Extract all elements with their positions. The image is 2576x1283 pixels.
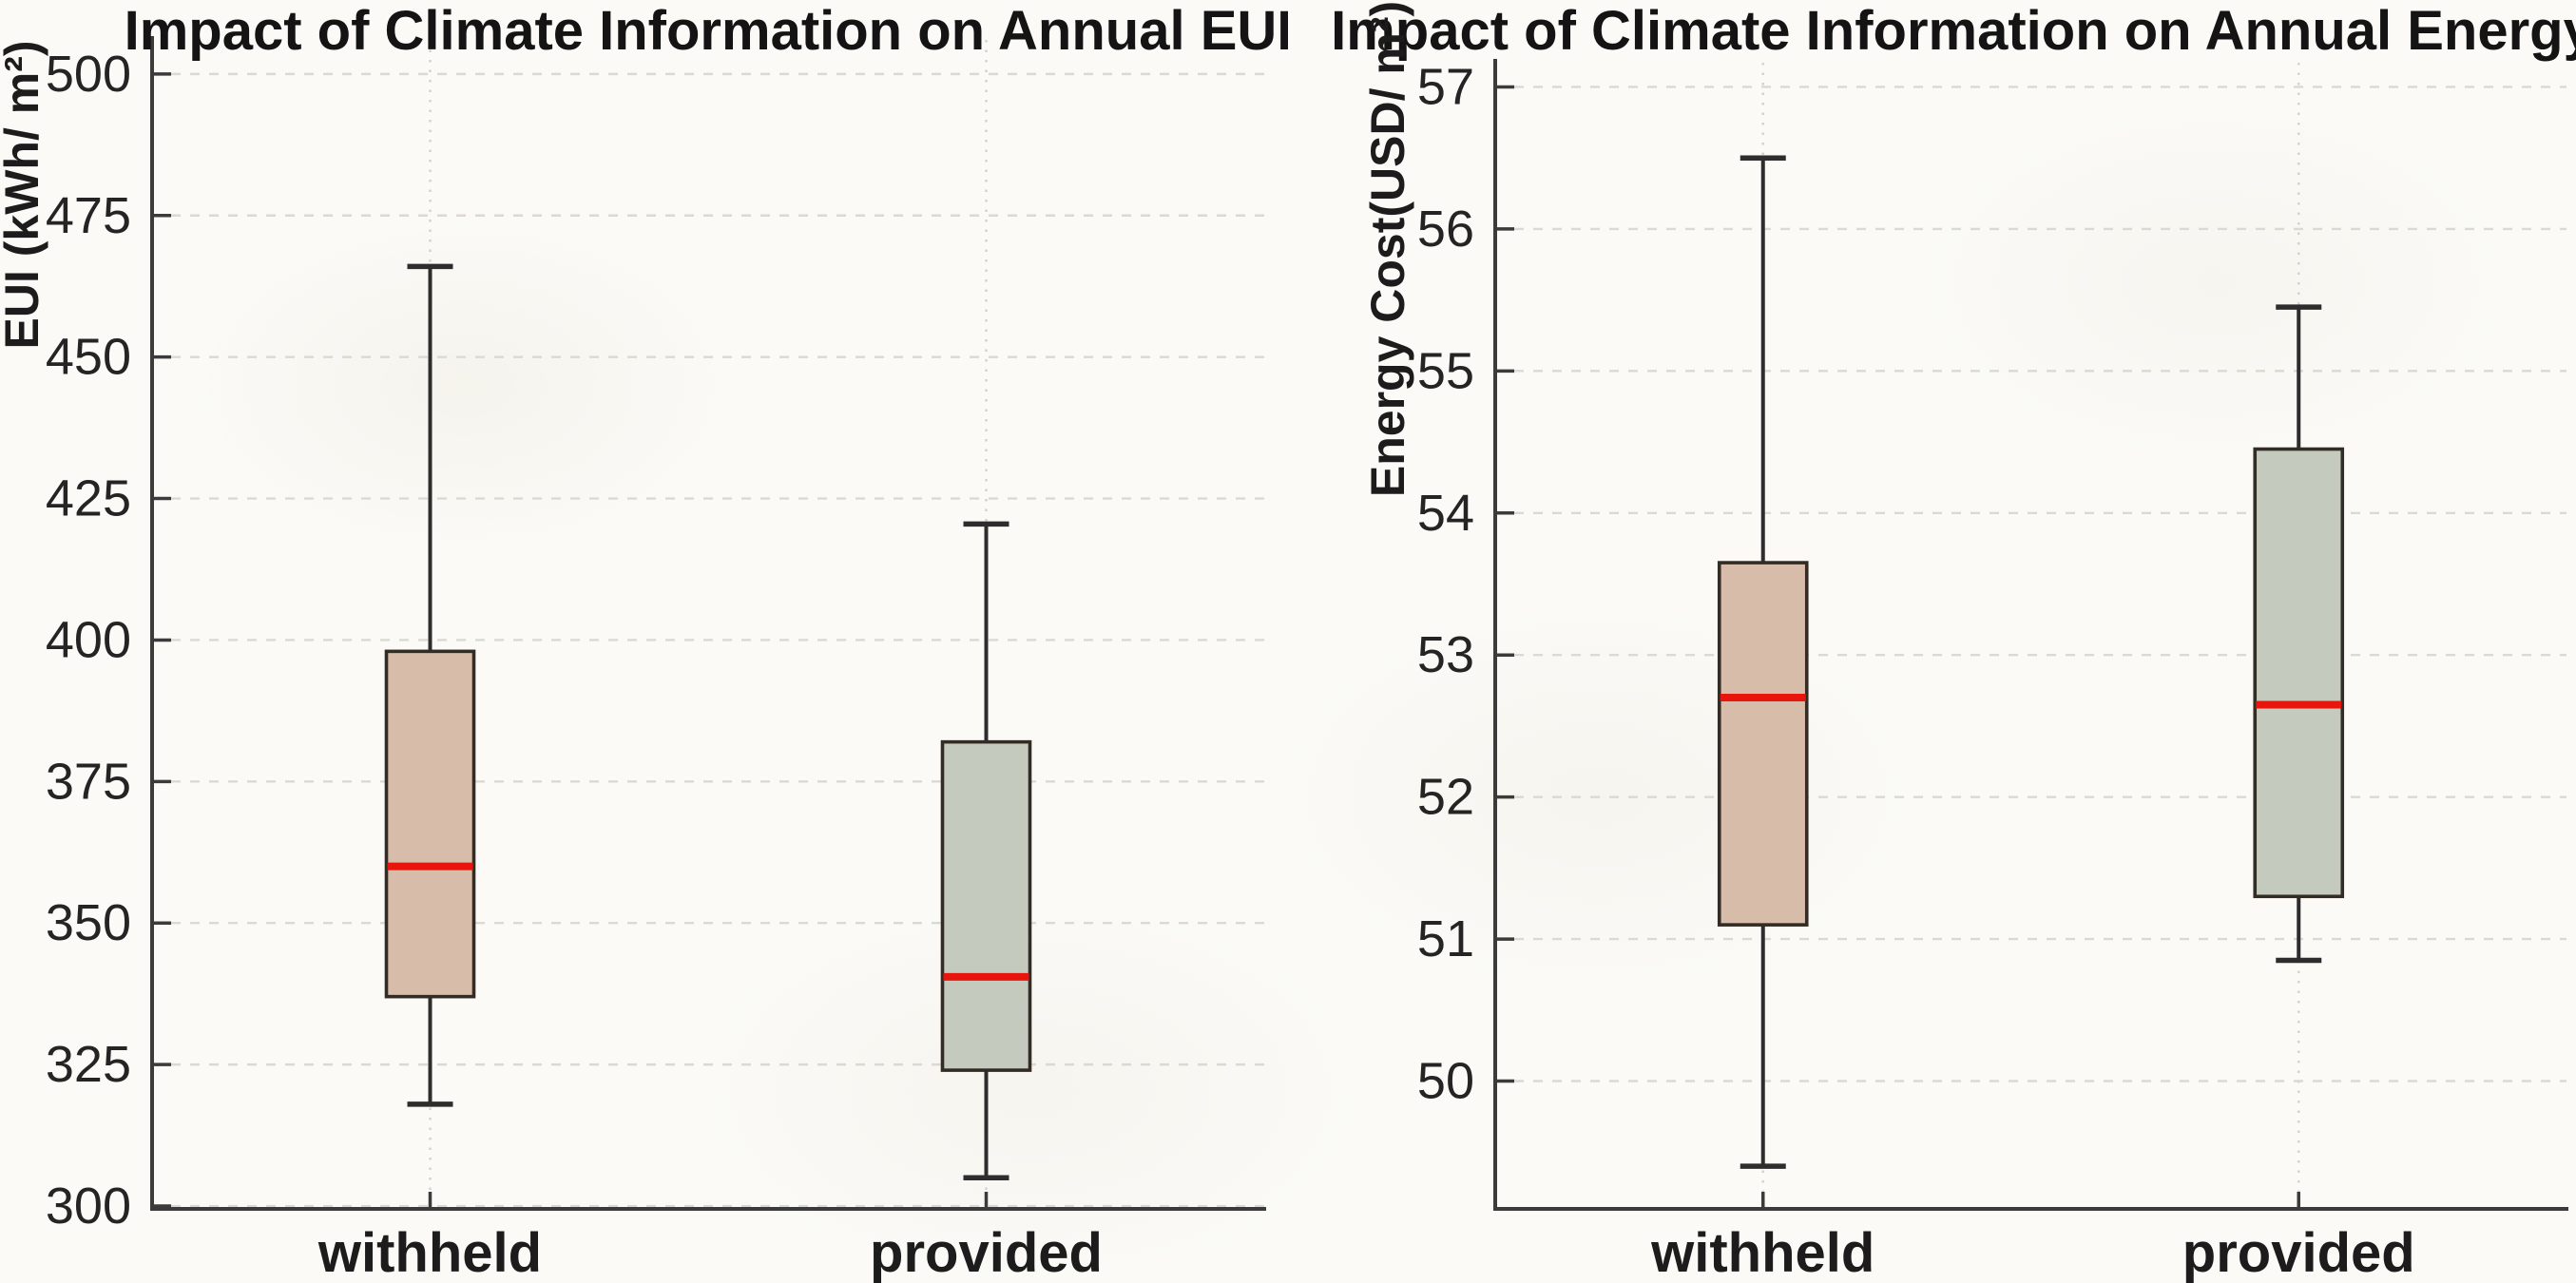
eui-boxplot-chart: 300 325 350 375 400 425 450 475 500 Impact of Cl…: [0, 0, 1288, 1283]
y-axis-label: Energy Cost(USD/ m²): [1361, 1, 1414, 497]
chart-title: Impact of Climate Information on Annual …: [125, 0, 1288, 62]
y-tick-label: 375: [46, 753, 131, 810]
x-category-label-provided: provided: [870, 1222, 1103, 1283]
iqr-box-withheld: [384, 649, 476, 999]
axes-layer: [1493, 59, 2568, 1211]
y-tick-label: 425: [46, 470, 131, 527]
y-tick-label: 51: [1417, 910, 1474, 967]
y-axis-label: EUI (kWh/ m²): [0, 41, 48, 350]
y-tick-label: 50: [1417, 1053, 1474, 1110]
axes-layer: [150, 36, 1266, 1211]
boxplot-layer: [384, 263, 1032, 1180]
y-tick-label: 54: [1417, 485, 1474, 542]
x-category-label-provided: provided: [2182, 1222, 2415, 1283]
y-tick-label: 450: [46, 329, 131, 386]
iqr-box-provided: [2253, 447, 2345, 899]
gridline-layer: [1495, 63, 2566, 1209]
y-tick-label: 56: [1417, 201, 1474, 258]
y-tick-label-layer: 300 325 350 375 400 425 450 475 500: [46, 46, 131, 1235]
iqr-box-provided: [940, 739, 1032, 1072]
chart-title: Impact of Climate Information on Annual …: [1331, 0, 2576, 62]
x-category-label-withheld: withheld: [317, 1222, 542, 1283]
energy-cost-boxplot-chart: 50 51 52 53 54 55 56 57 Impact of Climate Infor…: [1331, 0, 2576, 1283]
y-tick-label-layer: 50 51 52 53 54 55 56 57: [1417, 58, 1474, 1109]
y-tick-label: 53: [1417, 626, 1474, 683]
boxplot-layer: [1717, 155, 2345, 1169]
y-tick-label: 325: [46, 1036, 131, 1093]
y-tick-label: 57: [1417, 58, 1474, 115]
y-tick-label: 350: [46, 894, 131, 951]
x-category-label-withheld: withheld: [1650, 1222, 1874, 1283]
y-tick-label: 500: [46, 46, 131, 103]
y-tick-label: 475: [46, 187, 131, 244]
gridline-layer: [152, 40, 1264, 1209]
y-tick-label: 52: [1417, 769, 1474, 826]
iqr-box-withheld: [1717, 561, 1809, 927]
y-tick-label: 300: [46, 1178, 131, 1235]
y-tick-label: 55: [1417, 342, 1474, 399]
y-tick-label: 400: [46, 611, 131, 668]
